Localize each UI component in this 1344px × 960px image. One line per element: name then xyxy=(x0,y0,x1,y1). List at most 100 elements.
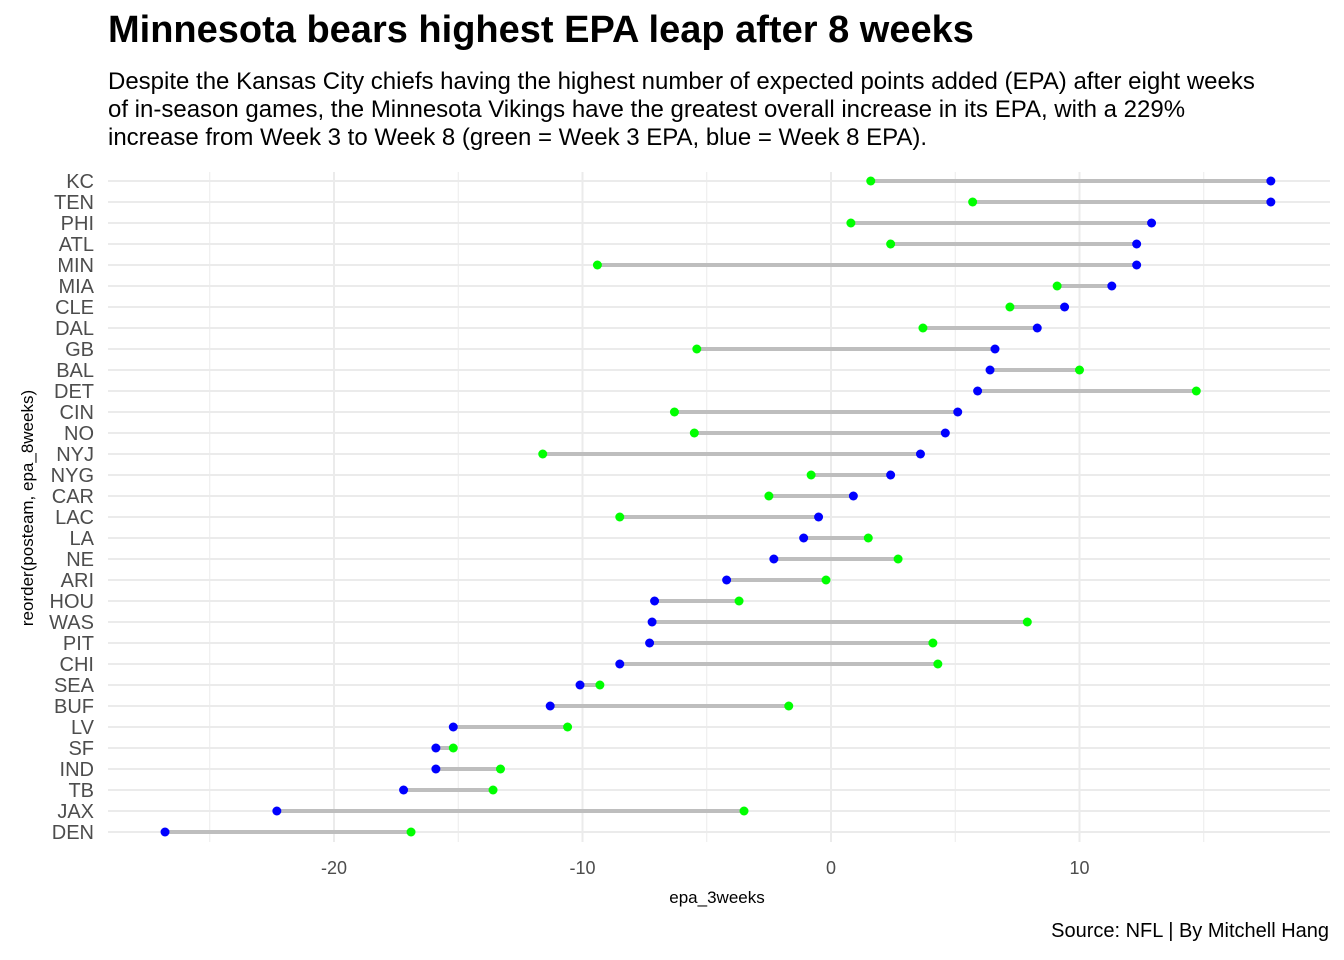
y-tick-kc: KC xyxy=(66,171,94,193)
week3-point-jax xyxy=(739,806,749,816)
x-tick-label: -10 xyxy=(569,858,595,878)
subtitle-line-3: increase from Week 3 to Week 8 (green = … xyxy=(108,124,928,151)
week3-point-lv xyxy=(563,722,573,732)
y-tick-ten: TEN xyxy=(54,192,94,214)
week3-point-gb xyxy=(692,344,702,354)
y-tick-atl: ATL xyxy=(59,234,94,256)
x-tick-label: -20 xyxy=(321,858,347,878)
week3-point-atl xyxy=(886,239,896,249)
week8-point-chi xyxy=(615,659,625,669)
week8-point-bal xyxy=(985,365,995,375)
week3-point-nyj xyxy=(538,449,548,459)
week8-point-ne xyxy=(769,554,779,564)
x-axis-title: epa_3weeks xyxy=(669,888,764,907)
week8-point-min xyxy=(1132,260,1142,270)
week3-point-buf xyxy=(784,701,794,711)
week3-point-den xyxy=(406,827,416,837)
week8-point-buf xyxy=(545,701,555,711)
y-tick-nyg: NYG xyxy=(51,465,94,487)
week8-point-den xyxy=(160,827,170,837)
subtitle-line-2: of in-season games, the Minnesota Viking… xyxy=(108,96,1186,123)
week3-point-hou xyxy=(734,596,744,606)
week3-point-ne xyxy=(893,554,903,564)
week8-point-ind xyxy=(431,764,441,774)
week8-point-jax xyxy=(272,806,282,816)
week3-point-lac xyxy=(615,512,625,522)
chart-subtitle: Despite the Kansas City chiefs having th… xyxy=(108,68,1344,152)
week3-point-chi xyxy=(933,659,943,669)
y-tick-pit: PIT xyxy=(63,633,94,655)
week3-point-cin xyxy=(669,407,679,417)
week3-point-sea xyxy=(595,680,605,690)
x-tick-label: 10 xyxy=(1069,858,1089,878)
week8-point-cin xyxy=(953,407,963,417)
week3-point-la xyxy=(863,533,873,543)
y-tick-phi: PHI xyxy=(61,213,94,235)
week8-point-dal xyxy=(1032,323,1042,333)
y-tick-bal: BAL xyxy=(56,360,94,382)
week3-point-sf xyxy=(448,743,458,753)
y-tick-min: MIN xyxy=(57,255,94,277)
week8-point-car xyxy=(848,491,858,501)
week3-point-ten xyxy=(968,197,978,207)
y-tick-chi: CHI xyxy=(60,654,94,676)
y-tick-dal: DAL xyxy=(55,318,94,340)
y-tick-sf: SF xyxy=(68,738,94,760)
y-tick-buf: BUF xyxy=(54,696,94,718)
y-tick-lv: LV xyxy=(71,717,95,739)
chart-title: Minnesota bears highest EPA leap after 8… xyxy=(108,9,974,51)
week3-point-pit xyxy=(928,638,938,648)
week8-point-phi xyxy=(1147,218,1157,228)
y-tick-den: DEN xyxy=(52,822,94,844)
week8-point-gb xyxy=(990,344,1000,354)
week8-point-la xyxy=(799,533,809,543)
y-tick-was: WAS xyxy=(49,612,94,634)
chart-caption: Source: NFL | By Mitchell Hang xyxy=(1051,920,1329,942)
week3-point-dal xyxy=(918,323,928,333)
week8-point-pit xyxy=(645,638,655,648)
week8-point-sf xyxy=(431,743,441,753)
y-tick-jax: JAX xyxy=(57,801,94,823)
week8-point-tb xyxy=(399,785,409,795)
y-tick-det: DET xyxy=(54,381,94,403)
week3-point-ind xyxy=(495,764,505,774)
week8-point-ari xyxy=(722,575,732,585)
week3-point-min xyxy=(592,260,602,270)
week3-point-phi xyxy=(846,218,856,228)
week8-point-hou xyxy=(650,596,660,606)
y-tick-labels: KCTENPHIATLMINMIACLEDALGBBALDETCINNONYJN… xyxy=(49,171,94,844)
week8-point-lv xyxy=(448,722,458,732)
week8-point-ten xyxy=(1266,197,1276,207)
y-tick-sea: SEA xyxy=(54,675,95,697)
week8-point-atl xyxy=(1132,239,1142,249)
week8-point-nyj xyxy=(915,449,925,459)
week3-point-no xyxy=(689,428,699,438)
y-tick-tb: TB xyxy=(68,780,94,802)
week3-point-tb xyxy=(488,785,498,795)
week3-point-bal xyxy=(1075,365,1084,375)
x-tick-labels: -20 -10 0 10 xyxy=(321,858,1090,878)
y-tick-gb: GB xyxy=(65,339,94,361)
week8-point-det xyxy=(973,386,983,396)
y-tick-car: CAR xyxy=(52,486,94,508)
week8-point-no xyxy=(940,428,950,438)
subtitle-line-1: Despite the Kansas City chiefs having th… xyxy=(108,68,1255,95)
week3-point-kc xyxy=(866,176,876,186)
y-axis-title: reorder(posteam, epa_8weeks) xyxy=(18,390,37,626)
y-tick-ari: ARI xyxy=(61,570,94,592)
week3-point-nyg xyxy=(806,470,816,480)
week8-point-lac xyxy=(814,512,824,522)
week3-point-det xyxy=(1191,386,1201,396)
week8-point-mia xyxy=(1107,281,1117,291)
points xyxy=(160,176,1276,837)
y-tick-hou: HOU xyxy=(50,591,94,613)
week8-point-was xyxy=(647,617,657,627)
week3-point-mia xyxy=(1052,281,1062,291)
y-tick-cin: CIN xyxy=(60,402,94,424)
y-tick-la: LA xyxy=(70,528,95,550)
y-tick-no: NO xyxy=(64,423,94,445)
week8-point-cle xyxy=(1060,302,1070,312)
y-tick-ne: NE xyxy=(66,549,94,571)
week3-point-car xyxy=(764,491,774,501)
